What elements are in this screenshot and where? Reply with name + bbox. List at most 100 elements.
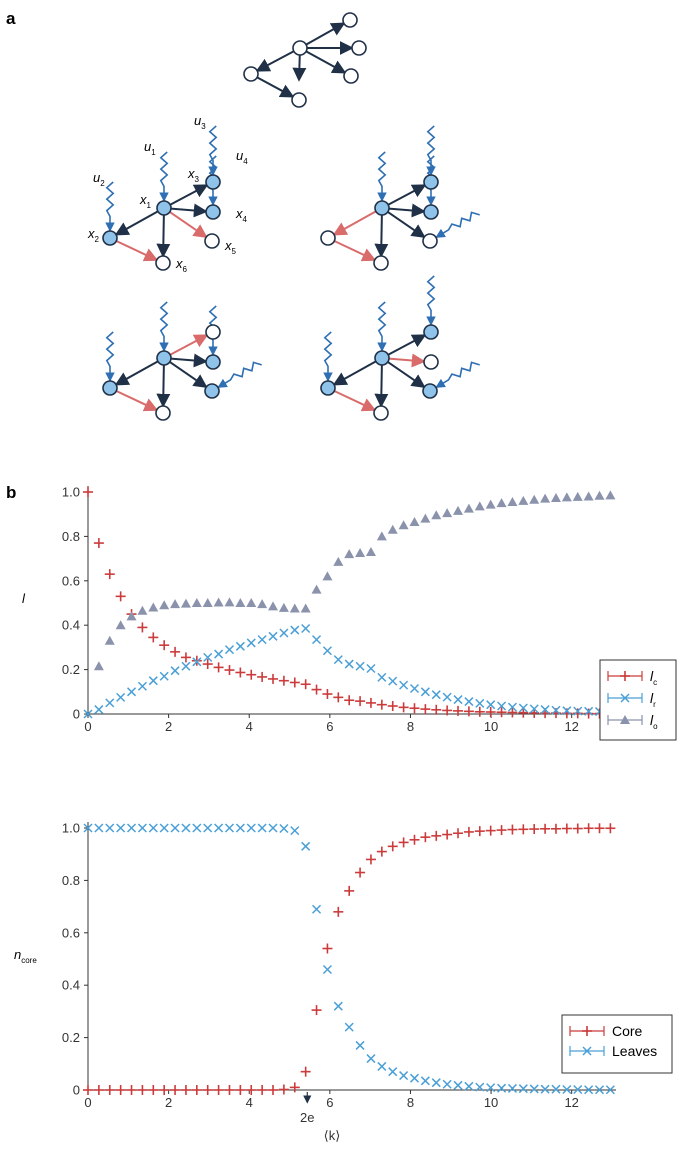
data-point xyxy=(105,823,115,833)
data-point xyxy=(278,602,289,612)
data-point xyxy=(278,1084,289,1095)
node-x5 xyxy=(422,233,438,249)
node-x1 xyxy=(156,350,172,366)
data-point xyxy=(518,703,528,713)
data-point xyxy=(529,824,540,835)
data-point xyxy=(246,1085,257,1095)
data-point xyxy=(518,707,529,718)
legend-label: Core xyxy=(612,1023,643,1039)
data-point xyxy=(540,705,550,715)
data-point xyxy=(115,591,126,602)
data-point xyxy=(224,823,235,833)
data-point xyxy=(594,490,605,500)
data-point xyxy=(420,704,431,715)
network-edge xyxy=(255,50,295,72)
data-point xyxy=(137,622,148,633)
data-point xyxy=(126,611,137,621)
data-point xyxy=(214,823,224,833)
data-point xyxy=(257,599,268,609)
data-point xyxy=(584,1085,594,1095)
data-point xyxy=(83,823,93,833)
data-point xyxy=(127,687,137,697)
data-point xyxy=(365,697,376,708)
data-point xyxy=(550,492,561,502)
data-point xyxy=(148,1085,159,1095)
data-point xyxy=(529,494,540,504)
network-edge xyxy=(387,361,426,389)
data-point xyxy=(257,671,268,682)
data-point xyxy=(605,823,616,834)
data-point xyxy=(268,823,278,833)
x-axis-label: ⟨k⟩ xyxy=(324,1128,341,1143)
data-point xyxy=(572,823,583,834)
data-point xyxy=(355,661,365,671)
label-x1: x1 xyxy=(139,192,152,210)
x-tick-label: 2 xyxy=(165,719,172,734)
node-x5 xyxy=(204,383,220,399)
x-tick-label: 0 xyxy=(84,719,91,734)
y-tick-label: 0.4 xyxy=(62,978,80,993)
data-point xyxy=(399,680,409,690)
data-point xyxy=(529,704,539,714)
data-point xyxy=(474,826,485,837)
data-point xyxy=(290,826,300,836)
x-tick-label: 4 xyxy=(246,1095,253,1110)
data-point xyxy=(170,1085,181,1095)
control-input xyxy=(159,151,169,202)
data-point xyxy=(388,1067,398,1077)
data-point xyxy=(322,689,333,700)
x-tick-label: 8 xyxy=(407,1095,414,1110)
data-point xyxy=(496,498,507,508)
y-tick-label: 0 xyxy=(73,707,80,722)
chart-l-vs-k: 0 2 4 6 8 10 12 0 0.2 0.4 0.6 0.8 1.0 l lc lr lo xyxy=(22,485,677,741)
controlled-network-3 xyxy=(102,301,262,421)
legend-box xyxy=(561,1014,673,1074)
base-network xyxy=(243,12,367,108)
data-point xyxy=(213,1085,224,1095)
y-tick-label: 1.0 xyxy=(62,485,80,500)
data-point xyxy=(409,1073,420,1083)
network-edge xyxy=(332,360,377,386)
data-point xyxy=(551,705,561,715)
data-point xyxy=(159,671,169,681)
x-tick-label: 8 xyxy=(407,719,414,734)
data-point xyxy=(474,501,485,511)
data-point xyxy=(300,679,311,690)
y-tick-label: 0.2 xyxy=(62,662,80,677)
node-x6 xyxy=(155,405,171,421)
data-point xyxy=(213,662,224,673)
network-edge xyxy=(305,22,346,46)
data-point xyxy=(507,496,518,506)
data-point xyxy=(420,513,431,523)
network-edge xyxy=(256,76,295,98)
label-x3: x3 xyxy=(187,166,200,184)
data-point xyxy=(376,846,387,857)
label-x6: x6 xyxy=(175,256,188,274)
data-point xyxy=(148,823,158,833)
data-point xyxy=(333,906,344,917)
data-point xyxy=(464,697,474,707)
network-edge xyxy=(305,50,347,74)
red-edge xyxy=(332,210,377,236)
data-point xyxy=(507,824,518,835)
y-tick-label: 0.6 xyxy=(62,573,80,588)
data-point xyxy=(300,1066,311,1077)
data-point xyxy=(442,508,453,518)
data-point xyxy=(572,708,583,719)
data-point xyxy=(289,603,300,613)
node-x5 xyxy=(204,233,220,249)
data-point xyxy=(202,598,213,607)
network-edge xyxy=(169,361,208,389)
data-point xyxy=(322,646,332,656)
data-point xyxy=(191,598,202,607)
data-point xyxy=(497,1083,507,1093)
data-point xyxy=(311,684,322,695)
data-point xyxy=(333,1001,343,1011)
data-point xyxy=(366,1054,376,1064)
network-edge xyxy=(169,184,209,206)
network-edge xyxy=(387,334,427,356)
legend: lc lr lo xyxy=(599,659,677,741)
network-edge xyxy=(170,353,208,368)
data-point xyxy=(355,696,366,707)
data-point xyxy=(561,823,572,834)
